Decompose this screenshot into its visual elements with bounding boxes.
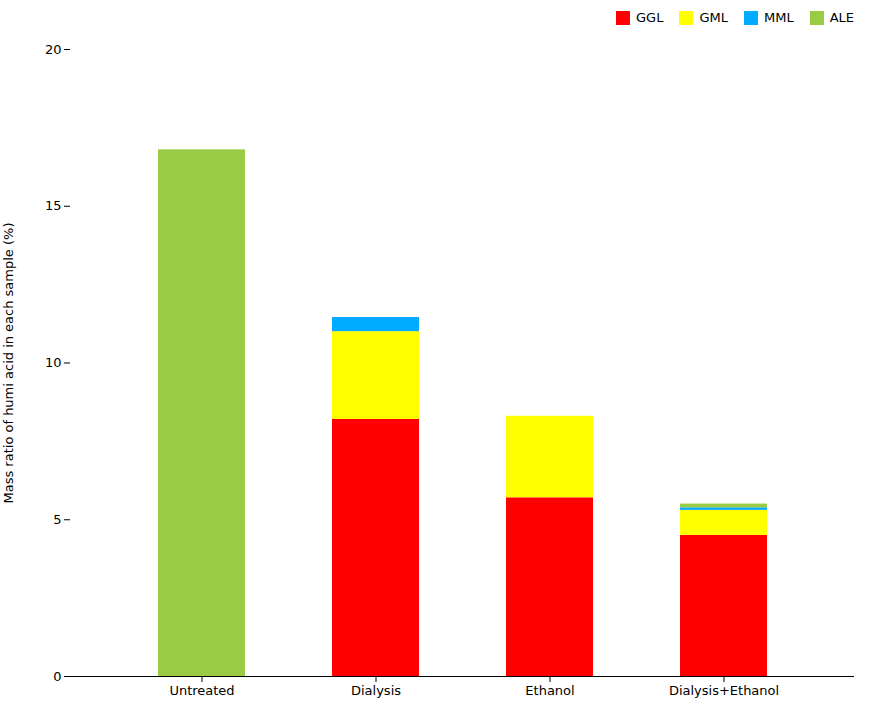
html-text:GML: GML [699, 10, 728, 25]
html-text:ALE: ALE [829, 10, 854, 25]
svg-text:5: 5 [53, 512, 61, 527]
svg-text:Mass ratio of humi acid in eac: Mass ratio of humi acid in each sample (… [1, 223, 16, 504]
svg-text:Untreated: Untreated [169, 683, 234, 698]
svg-text:Dialysis: Dialysis [351, 683, 401, 698]
svg-text:15: 15 [45, 198, 62, 213]
svg-text:Dialysis+Ethanol: Dialysis+Ethanol [669, 683, 779, 698]
svg-text:0: 0 [53, 669, 61, 684]
svg-text:Ethanol: Ethanol [525, 683, 574, 698]
html-text:MML: MML [764, 10, 794, 25]
svg-text:20: 20 [45, 42, 62, 57]
html-text:GGL: GGL [636, 10, 664, 25]
svg-text:10: 10 [45, 355, 62, 370]
